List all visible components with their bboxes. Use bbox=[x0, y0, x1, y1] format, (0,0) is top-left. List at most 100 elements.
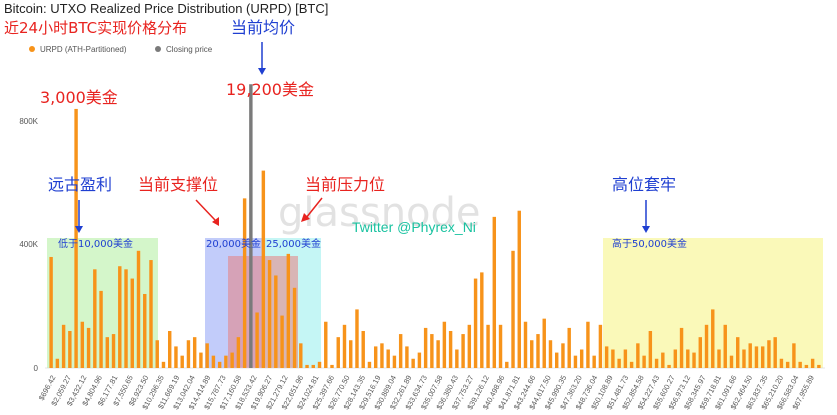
urpd-bar bbox=[380, 343, 384, 368]
urpd-bar bbox=[342, 324, 347, 368]
arrow-ancient-profit-head bbox=[75, 226, 83, 233]
twitter-handle: Twitter @Phyrex_Ni bbox=[352, 219, 476, 235]
urpd-bar bbox=[773, 337, 777, 368]
urpd-bar bbox=[93, 269, 97, 368]
urpd-bar bbox=[392, 355, 397, 368]
urpd-bar bbox=[224, 355, 228, 368]
urpd-bar bbox=[398, 334, 403, 368]
x-tick-labels: $696.42$2,059.27$3,432.12$4,804.96$6,177… bbox=[37, 374, 816, 411]
urpd-bar bbox=[118, 266, 122, 368]
urpd-bar bbox=[473, 278, 478, 368]
urpd-bar bbox=[143, 293, 147, 368]
glassnode-watermark: glassnode bbox=[278, 190, 481, 236]
urpd-bar bbox=[217, 361, 222, 368]
urpd-bar bbox=[542, 318, 546, 368]
legend-urpd-marker bbox=[29, 46, 35, 52]
urpd-bar bbox=[299, 343, 303, 368]
urpd-bar bbox=[704, 324, 709, 368]
urpd-bar bbox=[686, 349, 690, 368]
urpd-bar bbox=[779, 358, 784, 368]
urpd-bar bbox=[486, 324, 490, 368]
urpd-bar bbox=[555, 352, 559, 368]
urpd-bar bbox=[367, 361, 372, 368]
urpd-bar bbox=[567, 327, 571, 368]
urpd-bar bbox=[692, 352, 696, 368]
urpd-bar bbox=[467, 324, 472, 368]
urpd-bar bbox=[579, 349, 584, 368]
arrow-resistance bbox=[305, 197, 323, 219]
urpd-bar bbox=[548, 340, 553, 368]
urpd-bar bbox=[155, 340, 159, 368]
urpd-bar bbox=[804, 364, 809, 368]
urpd-bar bbox=[280, 315, 284, 368]
urpd-bar bbox=[623, 349, 628, 368]
urpd-bar bbox=[698, 337, 702, 368]
annotation-19200: 19,200美金 bbox=[226, 80, 314, 99]
urpd-bar bbox=[617, 358, 621, 368]
urpd-bar bbox=[174, 346, 178, 368]
urpd-bar bbox=[86, 327, 91, 368]
urpd-bar bbox=[267, 260, 272, 368]
urpd-bar bbox=[642, 355, 646, 368]
arrow-support bbox=[195, 199, 216, 221]
urpd-bar bbox=[242, 198, 247, 368]
urpd-bar bbox=[673, 349, 678, 368]
annotation-avg-price: 当前均价 bbox=[231, 18, 295, 37]
urpd-bar bbox=[592, 355, 596, 368]
urpd-bar bbox=[373, 346, 378, 368]
urpd-bar bbox=[817, 364, 821, 368]
urpd-bar bbox=[324, 321, 328, 368]
urpd-bar bbox=[455, 349, 459, 368]
urpd-bar bbox=[330, 364, 334, 368]
urpd-bar bbox=[61, 324, 66, 368]
urpd-bar bbox=[536, 334, 540, 368]
urpd-bar bbox=[161, 361, 166, 368]
urpd-bar bbox=[180, 355, 184, 368]
urpd-bar bbox=[604, 346, 609, 368]
urpd-bar bbox=[192, 337, 197, 368]
urpd-bar bbox=[492, 216, 497, 368]
urpd-bar bbox=[255, 312, 259, 368]
arrow-high-trap-head bbox=[642, 226, 650, 233]
annotation-3000: 3,000美金 bbox=[40, 88, 118, 107]
urpd-bar bbox=[274, 275, 278, 368]
urpd-bar bbox=[530, 340, 534, 368]
label-25000: 25,000美金 bbox=[266, 237, 321, 250]
urpd-bar bbox=[80, 321, 85, 368]
urpd-bar bbox=[798, 361, 802, 368]
y-tick-800k: 800K bbox=[19, 117, 38, 126]
urpd-bar bbox=[317, 361, 322, 368]
urpd-bar bbox=[729, 355, 734, 368]
urpd-bar bbox=[286, 253, 291, 368]
urpd-bar bbox=[349, 340, 353, 368]
closing-price-bar bbox=[249, 84, 253, 368]
urpd-bar bbox=[448, 330, 453, 368]
urpd-bar bbox=[505, 361, 509, 368]
legend: URPD (ATH-Partitioned) Closing price bbox=[29, 45, 213, 54]
chart-title: Bitcoin: UTXO Realized Price Distributio… bbox=[4, 1, 328, 16]
urpd-bar bbox=[598, 324, 603, 368]
annotation-ancient-profit: 远古盈利 bbox=[48, 175, 112, 194]
urpd-bar bbox=[498, 324, 503, 368]
urpd-bar bbox=[561, 343, 565, 368]
urpd-bar bbox=[205, 343, 209, 368]
arrow-avg-price-head bbox=[258, 68, 266, 75]
urpd-bar bbox=[136, 250, 141, 368]
urpd-bar bbox=[49, 256, 53, 368]
urpd-bar bbox=[517, 210, 521, 368]
urpd-bar bbox=[573, 355, 578, 368]
urpd-bar bbox=[199, 352, 203, 368]
urpd-bar bbox=[124, 269, 128, 368]
urpd-bar bbox=[767, 340, 771, 368]
legend-closing-label: Closing price bbox=[166, 45, 213, 54]
urpd-bar bbox=[211, 355, 216, 368]
urpd-bar bbox=[736, 337, 740, 368]
urpd-bar bbox=[586, 321, 590, 368]
urpd-bar bbox=[336, 337, 340, 368]
urpd-bar bbox=[386, 349, 390, 368]
arrow-support-head bbox=[212, 217, 219, 226]
urpd-bar bbox=[74, 108, 78, 369]
urpd-bar bbox=[679, 327, 684, 368]
urpd-bar bbox=[523, 321, 528, 368]
urpd-bar bbox=[785, 361, 790, 368]
